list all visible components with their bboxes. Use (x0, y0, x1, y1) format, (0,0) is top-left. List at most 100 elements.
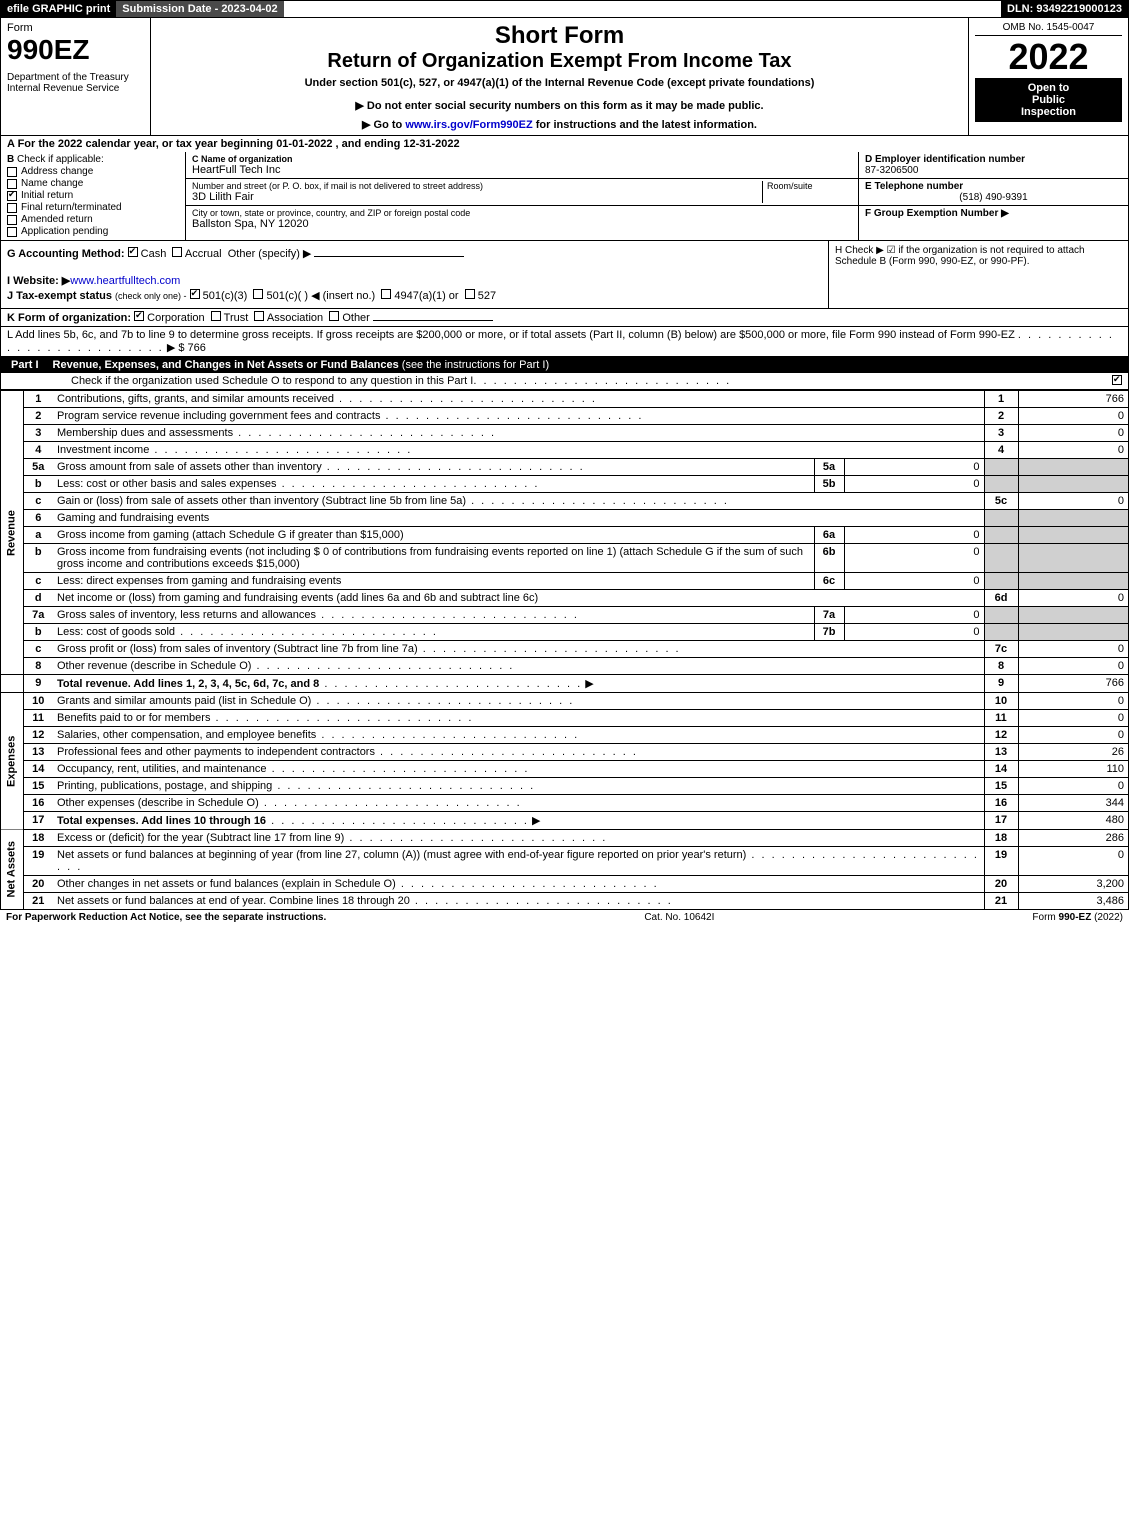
return-title: Return of Organization Exempt From Incom… (157, 50, 962, 73)
d-20: Other changes in net assets or fund bala… (57, 878, 396, 890)
lbl-assoc: Association (267, 312, 323, 324)
sv-7a: 0 (844, 607, 984, 624)
cb-cash[interactable] (128, 247, 138, 257)
website-link[interactable]: www.heartfulltech.com (70, 275, 180, 287)
col-c-org: C Name of organization HeartFull Tech In… (186, 152, 858, 240)
v-12: 0 (1018, 727, 1128, 744)
n-13: 13 (23, 744, 53, 761)
cb-527[interactable] (465, 289, 475, 299)
ghij-left: G Accounting Method: Cash Accrual Other … (1, 241, 828, 308)
v-5c: 0 (1018, 493, 1128, 510)
n-6b: b (23, 544, 53, 573)
n-7a: 7a (23, 607, 53, 624)
n-5c: c (23, 493, 53, 510)
part-i-check-text: Check if the organization used Schedule … (71, 375, 473, 387)
grey-6b (984, 544, 1018, 573)
g-accounting: G Accounting Method: Cash Accrual Other … (7, 247, 822, 260)
line-4: 4Investment income40 (1, 442, 1128, 459)
grey-7a-v (1018, 607, 1128, 624)
sub-6c: 6c (814, 573, 844, 590)
org-street: 3D Lilith Fair (192, 191, 762, 203)
part-i-container: Part I Revenue, Expenses, and Changes in… (0, 357, 1129, 910)
box-2: 2 (984, 408, 1018, 425)
d-1: Contributions, gifts, grants, and simila… (57, 393, 334, 405)
cb-trust[interactable] (211, 311, 221, 321)
cb-address-change[interactable] (7, 167, 17, 177)
cb-final-return[interactable] (7, 203, 17, 213)
d-21: Net assets or fund balances at end of ye… (57, 895, 410, 907)
lbl-527: 527 (478, 290, 496, 302)
check-if-applicable: Check if applicable: (17, 154, 104, 165)
i-label: I Website: ▶ (7, 275, 70, 287)
cb-schedule-o[interactable] (1112, 375, 1122, 385)
k-other-line[interactable] (373, 320, 493, 321)
line-16: 16Other expenses (describe in Schedule O… (1, 795, 1128, 812)
cb-name-change[interactable] (7, 179, 17, 189)
h-box: H Check ▶ ☑ if the organization is not r… (828, 241, 1128, 308)
cb-501c[interactable] (253, 289, 263, 299)
line-5c: c Gain or (loss) from sale of assets othe… (1, 493, 1128, 510)
cb-amended[interactable] (7, 215, 17, 225)
grey-5b-v (1018, 476, 1128, 493)
sv-5a: 0 (844, 459, 984, 476)
grey-7a (984, 607, 1018, 624)
irs-label: Internal Revenue Service (7, 83, 144, 94)
row-ghij: G Accounting Method: Cash Accrual Other … (0, 241, 1129, 309)
sub-5a: 5a (814, 459, 844, 476)
goto-link[interactable]: www.irs.gov/Form990EZ (405, 119, 532, 131)
d-9: Total revenue. Add lines 1, 2, 3, 4, 5c,… (57, 678, 319, 690)
box-21: 21 (984, 893, 1018, 910)
col-b-checkboxes: B Check if applicable: Address change Na… (1, 152, 186, 240)
top-bar: efile GRAPHIC print Submission Date - 20… (0, 0, 1129, 18)
n-15: 15 (23, 778, 53, 795)
open-public-box: Open to Public Inspection (975, 78, 1122, 122)
under-section: Under section 501(c), 527, or 4947(a)(1)… (157, 77, 962, 89)
lbl-initial-return: Initial return (21, 190, 73, 201)
form-number: 990EZ (7, 34, 144, 66)
other-specify-line[interactable] (314, 256, 464, 257)
header-left: Form 990EZ Department of the Treasury In… (1, 18, 151, 135)
grey-6b-v (1018, 544, 1128, 573)
cb-app-pending[interactable] (7, 227, 17, 237)
d-6: Gaming and fundraising events (57, 512, 209, 524)
k-label: K Form of organization: (7, 312, 131, 324)
part-i-sub: (see the instructions for Part I) (402, 359, 549, 371)
c-name-label: C Name of organization (192, 154, 852, 164)
cb-accrual[interactable] (172, 247, 182, 257)
lbl-cash: Cash (141, 248, 167, 260)
v-1: 766 (1018, 391, 1128, 408)
org-info-grid: B Check if applicable: Address change Na… (0, 152, 1129, 241)
line-15: 15 Printing, publications, postage, and s… (1, 778, 1128, 795)
cb-4947[interactable] (381, 289, 391, 299)
d-7b: Less: cost of goods sold (57, 626, 175, 638)
box-14: 14 (984, 761, 1018, 778)
b-label: B (7, 154, 14, 165)
cb-corp[interactable] (134, 311, 144, 321)
n-8: 8 (23, 658, 53, 675)
j-label: J Tax-exempt status (7, 290, 112, 302)
cb-other[interactable] (329, 311, 339, 321)
d-5c: Gain or (loss) from sale of assets other… (57, 495, 466, 507)
d-15: Printing, publications, postage, and shi… (57, 780, 272, 792)
c-street-label: Number and street (or P. O. box, if mail… (192, 181, 762, 191)
cb-initial-return[interactable] (7, 191, 17, 201)
box-7c: 7c (984, 641, 1018, 658)
n-14: 14 (23, 761, 53, 778)
lbl-501c3: 501(c)(3) (203, 290, 248, 302)
line-5b: bLess: cost or other basis and sales exp… (1, 476, 1128, 493)
cb-501c3[interactable] (190, 289, 200, 299)
part-i-header: Part I Revenue, Expenses, and Changes in… (1, 357, 1128, 373)
short-form-title: Short Form (157, 22, 962, 50)
line-20: 20Other changes in net assets or fund ba… (1, 876, 1128, 893)
sub-7a: 7a (814, 607, 844, 624)
line-14: 14Occupancy, rent, utilities, and mainte… (1, 761, 1128, 778)
cb-assoc[interactable] (254, 311, 264, 321)
footer-right: Form 990-EZ (2022) (1032, 912, 1123, 923)
side-net-assets: Net Assets (1, 830, 23, 910)
c-city-label: City or town, state or province, country… (192, 208, 852, 218)
efile-label[interactable]: efile GRAPHIC print (1, 1, 116, 17)
d-16: Other expenses (describe in Schedule O) (57, 797, 259, 809)
arrow-9: ▶ (585, 678, 593, 690)
sv-7b: 0 (844, 624, 984, 641)
d-17: Total expenses. Add lines 10 through 16 (57, 815, 266, 827)
